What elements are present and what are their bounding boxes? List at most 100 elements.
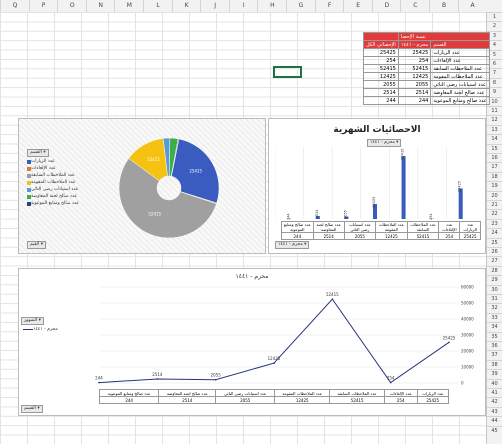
selected-cell[interactable] <box>273 66 302 78</box>
row-header-12[interactable]: 12 <box>487 115 502 125</box>
table-cell-c[interactable]: 12425 <box>363 72 399 81</box>
row-header-39[interactable]: 39 <box>487 369 502 379</box>
bar-filter-dropdown[interactable]: محرم - ١٤٤١ ▾ <box>367 139 402 147</box>
row-header-14[interactable]: 14 <box>487 134 502 144</box>
table-row[interactable]: 254 254 عدد الإلغاءات <box>363 56 490 65</box>
row-header-17[interactable]: 17 <box>487 162 502 172</box>
column-header-E[interactable]: E <box>343 0 372 12</box>
column-header-B[interactable]: B <box>429 0 458 12</box>
row-header-15[interactable]: 15 <box>487 143 502 154</box>
table-cell-b[interactable]: 25425 <box>397 48 432 57</box>
column-header-K[interactable]: K <box>171 0 201 12</box>
row-header-42[interactable]: 42 <box>487 397 502 407</box>
row-header-34[interactable]: 34 <box>487 322 502 332</box>
table-cell-label[interactable]: عدد استيانات رضى النائي <box>430 80 490 89</box>
column-header-I[interactable]: I <box>228 0 258 12</box>
line-chart-panel[interactable]: محرم - ١٤٤١ الشهور ▾ محرم - ١٤٤١ 0 10000 2… <box>18 268 486 416</box>
row-header-29[interactable]: 29 <box>487 275 502 285</box>
row-header-33[interactable]: 33 <box>487 312 502 323</box>
table-cell-b[interactable]: 12425 <box>397 72 432 81</box>
column-header-M[interactable]: M <box>114 0 143 12</box>
row-header-11[interactable]: 11 <box>487 106 502 116</box>
row-header-44[interactable]: 44 <box>487 416 502 426</box>
table-cell-c[interactable]: 52415 <box>363 64 399 73</box>
table-cell-c[interactable]: 2055 <box>363 80 399 89</box>
row-header-20[interactable]: 20 <box>487 190 502 201</box>
column-header-A[interactable]: A <box>457 0 487 12</box>
table-cell-label[interactable]: عدد الزيارات <box>430 48 490 57</box>
table-cell-label[interactable]: عدد صالح ومتابع الموعوية <box>430 96 490 105</box>
row-header-36[interactable]: 36 <box>487 341 502 351</box>
row-header-19[interactable]: 19 <box>487 181 502 191</box>
row-header-38[interactable]: 38 <box>487 359 502 370</box>
table-cell-c[interactable]: 254 <box>363 56 399 65</box>
row-header-22[interactable]: 22 <box>487 209 502 219</box>
row-header-9[interactable]: 9 <box>487 87 502 97</box>
row-header-30[interactable]: 30 <box>487 284 502 295</box>
row-header-37[interactable]: 37 <box>487 350 502 360</box>
bar-dropdown[interactable]: محرم - ١٤٤١ ▾ <box>275 241 310 249</box>
row-header-40[interactable]: 40 <box>487 378 502 389</box>
column-header-H[interactable]: H <box>257 0 286 12</box>
column-header-L[interactable]: L <box>143 0 172 12</box>
line-legend-title[interactable]: الشهور ▾ <box>21 317 44 325</box>
table-row[interactable]: 244 244 عدد صالح ومتابع الموعوية <box>363 96 490 105</box>
row-header-10[interactable]: 10 <box>487 96 502 107</box>
row-header-4[interactable]: 4 <box>487 40 502 50</box>
table-row[interactable]: 25425 25425 عدد الزيارات <box>363 48 490 57</box>
table-cell-b[interactable]: 244 <box>397 96 432 105</box>
table-cell-b[interactable]: 52415 <box>397 64 432 73</box>
row-header-31[interactable]: 31 <box>487 294 502 304</box>
table-row[interactable]: 2514 2514 عدد صالح لجنة المعاوضة <box>363 88 490 97</box>
table-cell-label[interactable]: عدد الإلغاءات <box>430 56 490 65</box>
table-row[interactable]: 52415 52415 عدد الملاحظات السابقة <box>363 64 490 73</box>
row-header-13[interactable]: 13 <box>487 124 502 135</box>
row-header-28[interactable]: 28 <box>487 265 502 276</box>
pie-chart-panel[interactable]: القسم ▾ عدد الزيارات عدد الإلغاءات عدد الم… <box>18 118 266 254</box>
row-header-3[interactable]: 3 <box>487 30 502 41</box>
row-header-18[interactable]: 18 <box>487 171 502 182</box>
table-cell-label[interactable]: عدد الملاحظات المقومة <box>430 72 490 81</box>
row-header-25[interactable]: 25 <box>487 237 502 248</box>
column-header-G[interactable]: G <box>286 0 315 12</box>
table-cell-b[interactable]: 2514 <box>397 88 432 97</box>
bar-chart-panel[interactable]: الاحصائيات الشهرية محرم - ١٤٤١ ▾ 25425 25… <box>268 118 486 254</box>
table-cell-label[interactable]: عدد الملاحظات السابقة <box>430 64 490 73</box>
row-header-41[interactable]: 41 <box>487 388 502 398</box>
row-header-26[interactable]: 26 <box>487 247 502 257</box>
row-header-5[interactable]: 5 <box>487 49 502 60</box>
column-header-D[interactable]: D <box>371 0 401 12</box>
pie-legend-title[interactable]: القسم ▾ <box>27 149 49 157</box>
row-header-45[interactable]: 45 <box>487 425 502 436</box>
row-header-6[interactable]: 6 <box>487 59 502 69</box>
row-header-35[interactable]: 35 <box>487 331 502 342</box>
table-header-b[interactable]: محرم - ١٤٤١ <box>397 40 432 49</box>
table-row[interactable]: 12425 12425 عدد الملاحظات المقومة <box>363 72 490 81</box>
line-dropdown[interactable]: القسم ▾ <box>21 405 43 413</box>
table-top-header[interactable]: نسبة الإحصا <box>397 32 490 41</box>
row-header-2[interactable]: 2 <box>487 21 502 31</box>
row-header-1[interactable]: 1 <box>487 12 502 22</box>
table-cell-b[interactable]: 2055 <box>397 80 432 89</box>
table-cell-label[interactable]: عدد صالح لجنة المعاوضة <box>430 88 490 97</box>
table-cell-c[interactable]: 25425 <box>363 48 399 57</box>
column-header-F[interactable]: F <box>314 0 344 12</box>
row-header-43[interactable]: 43 <box>487 406 502 417</box>
table-cell-b[interactable]: 254 <box>397 56 432 65</box>
column-header-N[interactable]: N <box>85 0 115 12</box>
pie-filter-button[interactable]: القيم ▾ <box>27 241 46 249</box>
column-header-Q[interactable]: Q <box>0 0 29 12</box>
row-header-7[interactable]: 7 <box>487 68 502 78</box>
table-header-a[interactable]: القسم <box>430 40 490 49</box>
row-header-24[interactable]: 24 <box>487 228 502 238</box>
row-header-8[interactable]: 8 <box>487 77 502 88</box>
table-header-c[interactable]: الإحصائي الكل <box>363 40 399 49</box>
column-header-C[interactable]: C <box>400 0 429 12</box>
table-cell-c[interactable]: 244 <box>363 96 399 105</box>
column-header-P[interactable]: P <box>28 0 58 12</box>
row-header-21[interactable]: 21 <box>487 200 502 210</box>
row-header-16[interactable]: 16 <box>487 153 502 163</box>
column-header-J[interactable]: J <box>200 0 229 12</box>
row-header-23[interactable]: 23 <box>487 218 502 229</box>
row-header-27[interactable]: 27 <box>487 256 502 266</box>
